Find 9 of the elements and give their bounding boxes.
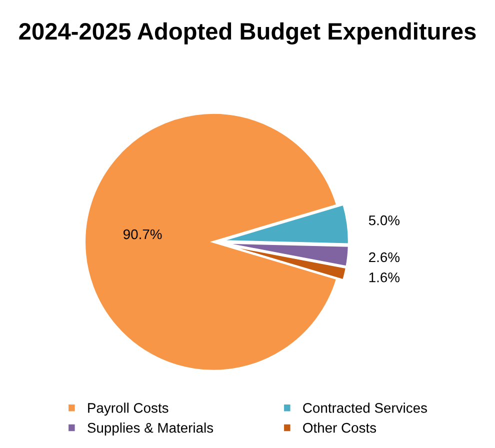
data-label: 1.6% xyxy=(369,272,400,282)
legend-label: Other Costs xyxy=(303,422,376,433)
legend-label: Payroll Costs xyxy=(88,402,168,416)
data-label: 5.0% xyxy=(368,215,400,226)
data-label: 90.7% xyxy=(124,229,162,240)
data-label: 2.6% xyxy=(369,252,400,262)
chart-title: 2024-2025 Adopted Budget Expenditures xyxy=(19,22,476,45)
legend-label: Contracted Services xyxy=(303,402,427,413)
legend-label: Supplies & Materials xyxy=(88,422,214,436)
